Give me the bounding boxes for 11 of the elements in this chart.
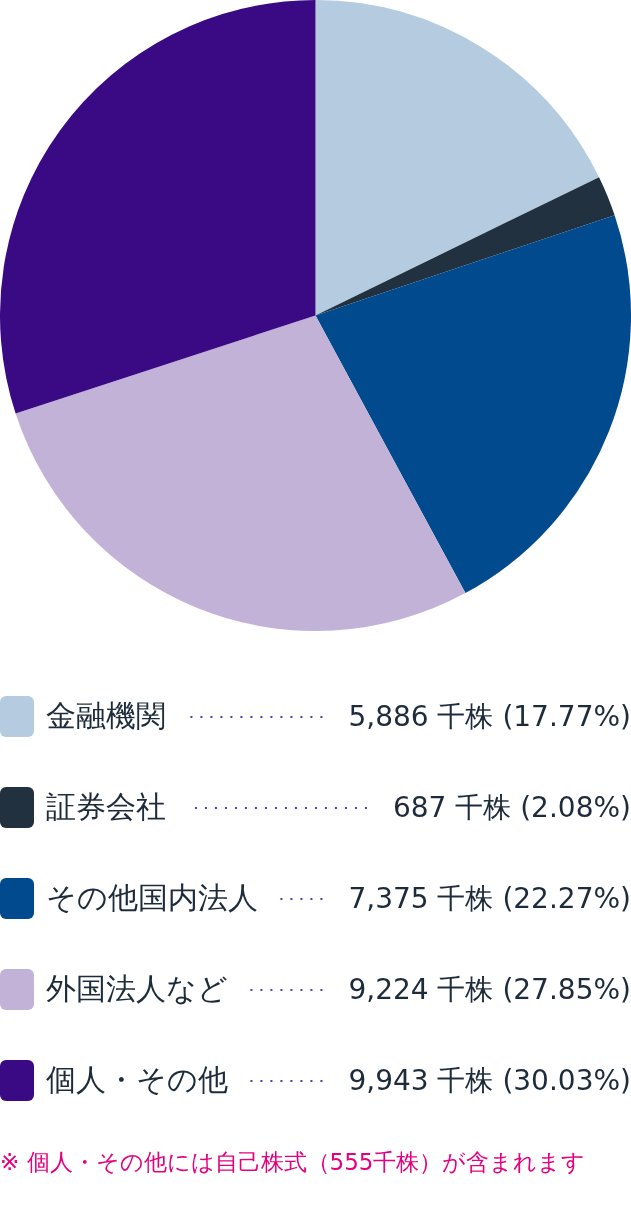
- legend-label: 金融機関: [46, 697, 166, 735]
- legend-label: 個人・その他: [46, 1061, 228, 1099]
- data-label: 9,943 千株 (30.03%): [348, 1062, 631, 1099]
- legend-label: 証券会社: [46, 788, 166, 826]
- data-label: 9,224 千株 (27.85%): [348, 971, 631, 1008]
- data-label: 687 千株 (2.08%): [392, 789, 631, 826]
- legend-label: その他国内法人: [46, 879, 258, 917]
- legend-label: 外国法人など: [46, 970, 228, 1008]
- data-label: 7,375 千株 (22.27%): [348, 880, 631, 917]
- text: ※ 個人・その他には自己株式（555千株）が含まれます: [0, 1148, 587, 1177]
- data-label: 5,886 千株 (17.77%): [348, 698, 631, 735]
